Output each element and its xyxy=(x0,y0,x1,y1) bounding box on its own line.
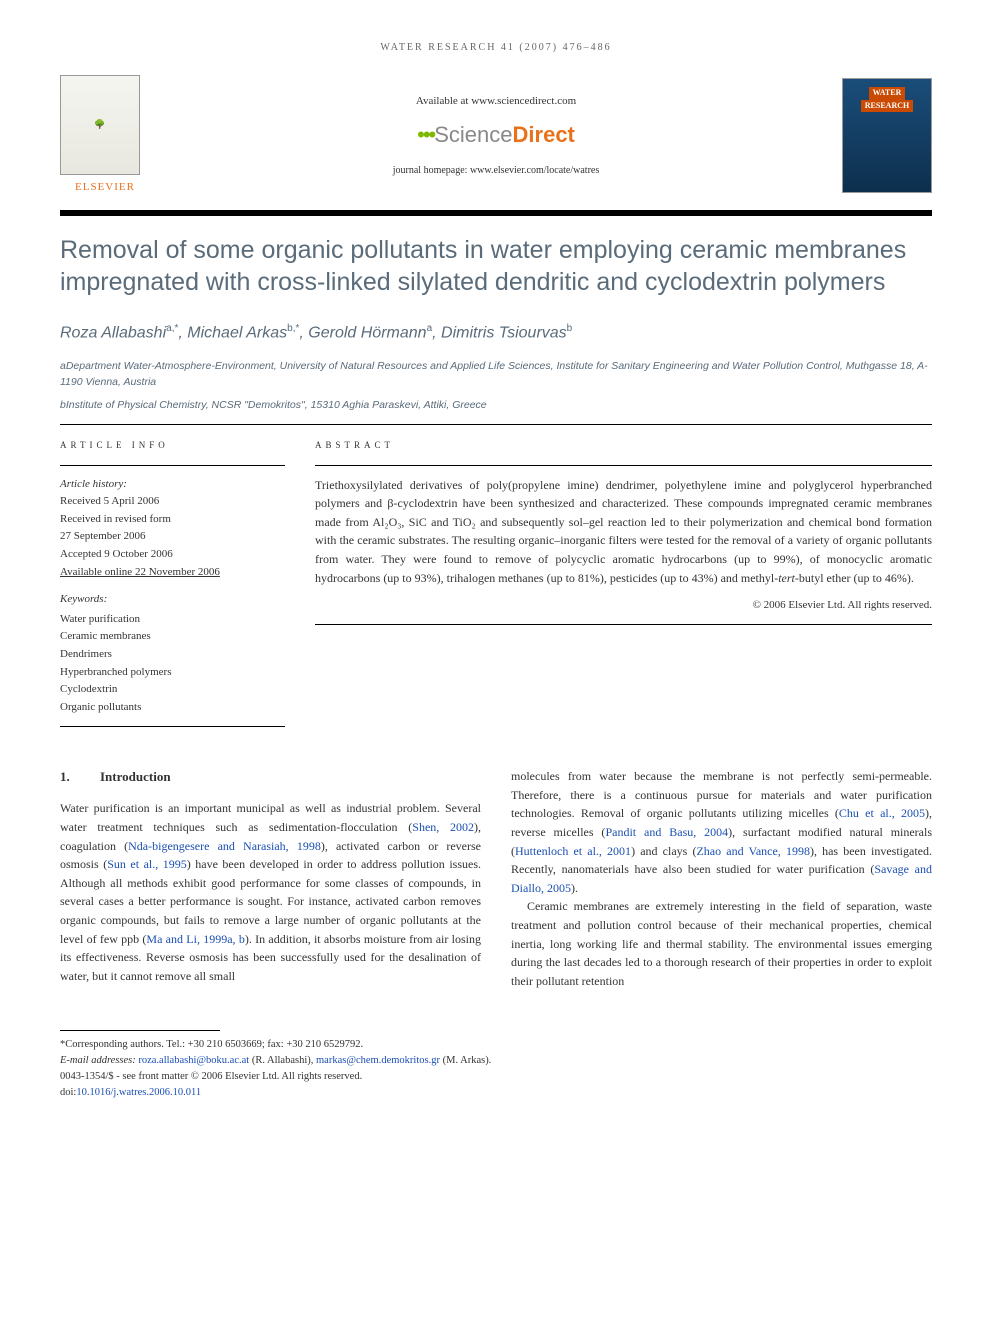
body-col-left: 1.Introduction Water purification is an … xyxy=(60,767,481,990)
intro-para-right-2: Ceramic membranes are extremely interest… xyxy=(511,897,932,990)
publisher-header: 🌳 ELSEVIER Available at www.sciencedirec… xyxy=(60,75,932,196)
affiliation-a: aDepartment Water-Atmosphere-Environment… xyxy=(60,359,932,391)
doi-link[interactable]: 10.1016/j.watres.2006.10.011 xyxy=(76,1087,201,1098)
keyword-item: Ceramic membranes xyxy=(60,628,285,646)
abstract-text: Triethoxysilylated derivatives of poly(p… xyxy=(315,476,932,588)
center-header: Available at www.sciencedirect.com •••Sc… xyxy=(150,93,842,178)
history-label: Article history: xyxy=(60,476,285,494)
article-info-column: ARTICLE INFO Article history: Received 5… xyxy=(60,439,285,737)
email-link-2[interactable]: markas@chem.demokritos.gr xyxy=(316,1055,440,1066)
sd-direct-text: Direct xyxy=(513,122,575,147)
intro-para-left: Water purification is an important munic… xyxy=(60,799,481,985)
abstract-rule-top xyxy=(315,465,932,466)
info-rule-top xyxy=(60,465,285,466)
article-info-head: ARTICLE INFO xyxy=(60,439,285,453)
section-1-title: Introduction xyxy=(100,769,171,784)
abstract-copyright: © 2006 Elsevier Ltd. All rights reserved… xyxy=(315,597,932,614)
keywords-list: Water purificationCeramic membranesDendr… xyxy=(60,611,285,717)
revised-date: 27 September 2006 xyxy=(60,528,285,546)
intro-para-right-1: molecules from water because the membran… xyxy=(511,767,932,897)
footnote-rule xyxy=(60,1030,220,1031)
abstract-column: ABSTRACT Triethoxysilylated derivatives … xyxy=(315,439,932,737)
cover-title-1: WATER xyxy=(869,87,906,100)
email-link-1[interactable]: roza.allabashi@boku.ac.at xyxy=(138,1055,249,1066)
available-at-line: Available at www.sciencedirect.com xyxy=(150,93,842,110)
keyword-item: Cyclodextrin xyxy=(60,681,285,699)
email-label: E-mail addresses: xyxy=(60,1055,136,1066)
online-date: Available online 22 November 2006 xyxy=(60,564,285,582)
corresponding-author-note: *Corresponding authors. Tel.: +30 210 65… xyxy=(60,1037,932,1053)
article-title: Removal of some organic pollutants in wa… xyxy=(60,234,932,299)
accepted-date: Accepted 9 October 2006 xyxy=(60,546,285,564)
received-date: Received 5 April 2006 xyxy=(60,493,285,511)
front-matter-line: 0043-1354/$ - see front matter © 2006 El… xyxy=(60,1069,932,1085)
cover-title-2: RESEARCH xyxy=(861,100,913,113)
email-who-2: (M. Arkas). xyxy=(440,1055,491,1066)
elsevier-tree-icon: 🌳 xyxy=(60,75,140,175)
section-1-num: 1. xyxy=(60,767,100,787)
email-who-1: (R. Allabashi), xyxy=(249,1055,316,1066)
footnotes: *Corresponding authors. Tel.: +30 210 65… xyxy=(60,1037,932,1100)
email-line: E-mail addresses: roza.allabashi@boku.ac… xyxy=(60,1053,932,1069)
doi-line: doi:10.1016/j.watres.2006.10.011 xyxy=(60,1085,932,1101)
keywords-label: Keywords: xyxy=(60,591,285,609)
doi-label: doi: xyxy=(60,1087,76,1098)
revised-label: Received in revised form xyxy=(60,511,285,529)
sciencedirect-logo: •••ScienceDirect xyxy=(150,118,842,151)
authors-line: Roza Allabashia,*, Michael Arkasb,*, Ger… xyxy=(60,321,932,345)
info-abstract-row: ARTICLE INFO Article history: Received 5… xyxy=(60,439,932,737)
abstract-rule-bottom xyxy=(315,624,932,625)
body-columns: 1.Introduction Water purification is an … xyxy=(60,767,932,990)
abstract-head: ABSTRACT xyxy=(315,439,932,453)
keyword-item: Organic pollutants xyxy=(60,699,285,717)
section-1-heading: 1.Introduction xyxy=(60,767,481,787)
thin-rule xyxy=(60,424,932,425)
running-header: WATER RESEARCH 41 (2007) 476–486 xyxy=(60,40,932,55)
elsevier-wordmark: ELSEVIER xyxy=(60,179,150,196)
keyword-item: Water purification xyxy=(60,611,285,629)
article-history: Article history: Received 5 April 2006 R… xyxy=(60,476,285,717)
body-col-right: molecules from water because the membran… xyxy=(511,767,932,990)
sd-science-text: Science xyxy=(434,122,512,147)
keyword-item: Hyperbranched polymers xyxy=(60,664,285,682)
journal-homepage-line: journal homepage: www.elsevier.com/locat… xyxy=(150,163,842,178)
elsevier-logo-block: 🌳 ELSEVIER xyxy=(60,75,150,196)
journal-cover-thumbnail: WATER RESEARCH xyxy=(842,78,932,193)
affiliation-b: bInstitute of Physical Chemistry, NCSR "… xyxy=(60,398,932,414)
sd-dots-icon: ••• xyxy=(417,122,434,147)
info-rule-bottom xyxy=(60,726,285,727)
keyword-item: Dendrimers xyxy=(60,646,285,664)
thick-rule xyxy=(60,210,932,216)
